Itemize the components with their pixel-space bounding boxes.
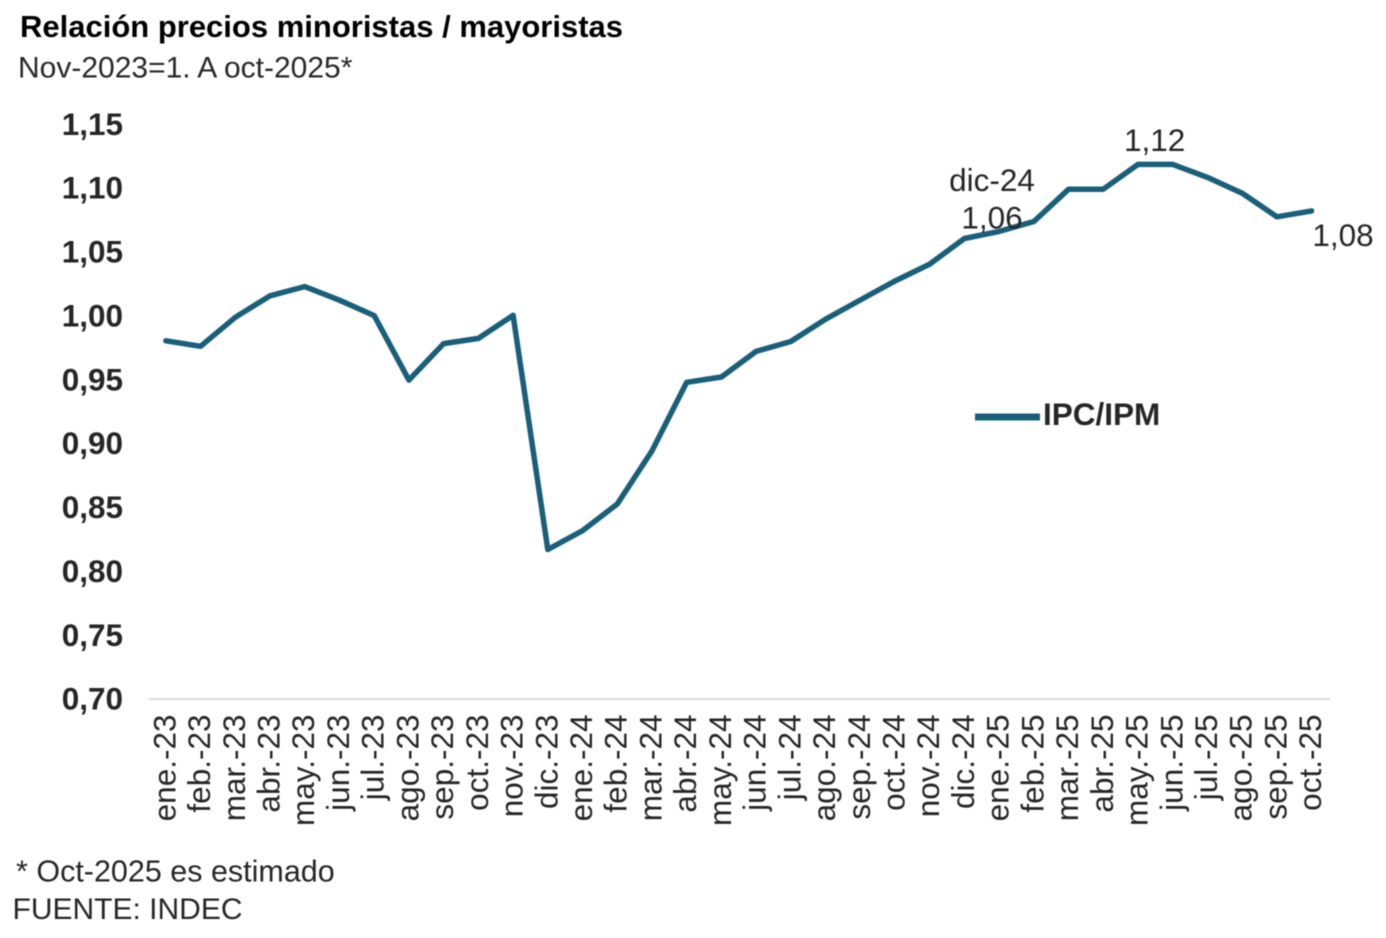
svg-text:dic.-23: dic.-23 [528, 715, 564, 810]
svg-text:0,70: 0,70 [62, 681, 123, 717]
svg-text:0,85: 0,85 [62, 489, 123, 525]
svg-text:0,80: 0,80 [62, 553, 123, 589]
svg-text:sep.-25: sep.-25 [1257, 715, 1293, 820]
svg-text:jul.-24: jul.-24 [771, 715, 807, 802]
svg-text:IPC/IPM: IPC/IPM [1043, 396, 1160, 432]
svg-text:Nov-2023=1. A oct-2025*: Nov-2023=1. A oct-2025* [18, 52, 353, 85]
svg-text:abr.-25: abr.-25 [1084, 715, 1120, 813]
svg-text:ene.-24: ene.-24 [563, 715, 599, 822]
svg-text:FUENTE: INDEC: FUENTE: INDEC [13, 893, 243, 926]
svg-text:ago.-25: ago.-25 [1223, 715, 1259, 822]
svg-text:mar.-24: mar.-24 [632, 715, 668, 822]
svg-text:abr.-23: abr.-23 [251, 715, 287, 813]
svg-text:1,00: 1,00 [62, 297, 123, 333]
svg-text:mar.-23: mar.-23 [216, 715, 252, 822]
svg-text:may.-24: may.-24 [702, 715, 738, 826]
svg-text:jun.-25: jun.-25 [1153, 715, 1189, 812]
svg-text:mar.-25: mar.-25 [1049, 715, 1085, 822]
svg-text:may.-25: may.-25 [1119, 715, 1155, 826]
svg-text:nov.-23: nov.-23 [494, 715, 530, 818]
svg-text:jul.-25: jul.-25 [1188, 715, 1224, 802]
svg-text:may.-23: may.-23 [285, 715, 321, 826]
svg-text:oct.-24: oct.-24 [876, 715, 912, 811]
svg-text:jun.-23: jun.-23 [320, 715, 356, 812]
svg-text:jun.-24: jun.-24 [737, 715, 773, 812]
svg-text:ene.-23: ene.-23 [146, 715, 182, 822]
svg-text:1,10: 1,10 [62, 170, 123, 206]
svg-text:dic-24: dic-24 [949, 162, 1035, 198]
svg-text:0,75: 0,75 [62, 617, 123, 653]
svg-text:sep.-23: sep.-23 [424, 715, 460, 820]
svg-text:feb.-25: feb.-25 [1014, 715, 1050, 813]
svg-text:ago.-23: ago.-23 [389, 715, 425, 822]
svg-text:* Oct-2025 es estimado: * Oct-2025 es estimado [16, 855, 335, 889]
svg-text:feb.-23: feb.-23 [181, 715, 217, 813]
svg-text:1,06: 1,06 [961, 200, 1022, 236]
svg-text:jul.-23: jul.-23 [355, 715, 391, 802]
svg-text:oct.-23: oct.-23 [459, 715, 495, 811]
svg-text:0,95: 0,95 [62, 361, 123, 397]
svg-text:0,90: 0,90 [62, 425, 123, 461]
svg-text:ene.-25: ene.-25 [980, 715, 1016, 822]
svg-text:Relación precios minoristas /: Relación precios minoristas / mayoristas [20, 9, 623, 44]
svg-text:dic.-24: dic.-24 [945, 715, 981, 810]
svg-text:nov.-24: nov.-24 [910, 715, 946, 818]
svg-text:1,12: 1,12 [1124, 122, 1185, 158]
svg-text:oct.-25: oct.-25 [1292, 715, 1328, 811]
svg-text:1,15: 1,15 [62, 106, 123, 142]
svg-text:feb.-24: feb.-24 [598, 715, 634, 813]
svg-text:sep.-24: sep.-24 [841, 715, 877, 820]
svg-text:abr.-24: abr.-24 [667, 715, 703, 813]
svg-text:1,05: 1,05 [62, 234, 123, 270]
svg-text:ago.-24: ago.-24 [806, 715, 842, 822]
svg-text:1,08: 1,08 [1312, 217, 1373, 253]
